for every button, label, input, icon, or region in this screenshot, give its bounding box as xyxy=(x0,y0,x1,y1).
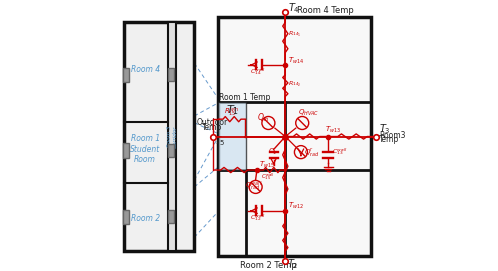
Bar xyxy=(123,143,129,157)
Bar xyxy=(168,144,174,157)
Text: Room 4: Room 4 xyxy=(130,65,160,75)
Text: $T_4$: $T_4$ xyxy=(288,1,300,15)
Bar xyxy=(168,22,176,251)
Text: Outdoor: Outdoor xyxy=(196,118,228,127)
Text: $T_2$: $T_2$ xyxy=(287,257,299,271)
Text: $R_{14_1}$: $R_{14_1}$ xyxy=(288,30,301,39)
Bar xyxy=(123,68,129,82)
Text: $Q_{HVAC}$: $Q_{HVAC}$ xyxy=(298,108,320,118)
Text: $Q_{in}$: $Q_{in}$ xyxy=(257,112,270,124)
Text: Room 3
Corridor: Room 3 Corridor xyxy=(166,125,177,148)
Text: $Q_{rad}^r$: $Q_{rad}^r$ xyxy=(303,146,319,159)
Text: Temp: Temp xyxy=(202,123,222,132)
Text: $T_5$: $T_5$ xyxy=(215,134,226,148)
Bar xyxy=(123,209,129,224)
Text: $T_{w15}$: $T_{w15}$ xyxy=(259,160,275,170)
Text: $T_{w14}$: $T_{w14}$ xyxy=(288,56,304,66)
Text: Room 2 Temp: Room 2 Temp xyxy=(240,261,297,270)
Text: Room 4 Temp: Room 4 Temp xyxy=(297,7,354,15)
Text: $C_1$: $C_1$ xyxy=(268,146,277,157)
Text: Room 2: Room 2 xyxy=(130,214,160,223)
Text: Room3: Room3 xyxy=(379,131,405,140)
Text: $C_{15}^{wall}$: $C_{15}^{wall}$ xyxy=(261,171,275,182)
Text: $C_{12}^{wall}$: $C_{12}^{wall}$ xyxy=(250,212,266,223)
Text: $R_{15}^{win}$: $R_{15}^{win}$ xyxy=(224,106,240,119)
Bar xyxy=(124,22,194,251)
Text: $C_{14}^{wall}$: $C_{14}^{wall}$ xyxy=(250,66,266,77)
Text: $T_{w13}$: $T_{w13}$ xyxy=(325,124,341,134)
Bar xyxy=(168,68,174,81)
Text: Room 1
Student
Room: Room 1 Student Room xyxy=(130,134,160,164)
Bar xyxy=(218,17,371,256)
Text: $T_{w12}$: $T_{w12}$ xyxy=(288,201,304,211)
Bar xyxy=(218,102,246,170)
Text: $C_{13}^{wall}$: $C_{13}^{wall}$ xyxy=(332,146,348,157)
Bar xyxy=(168,210,174,223)
Text: Room 1 Temp: Room 1 Temp xyxy=(219,93,270,102)
Text: $Q_{rad}^{wall}$: $Q_{rad}^{wall}$ xyxy=(245,179,262,193)
Text: Temp: Temp xyxy=(379,135,399,144)
Text: $T_3$: $T_3$ xyxy=(379,122,391,136)
Text: $T_1$: $T_1$ xyxy=(226,103,239,117)
Text: $R_{14_2}$: $R_{14_2}$ xyxy=(288,80,301,89)
